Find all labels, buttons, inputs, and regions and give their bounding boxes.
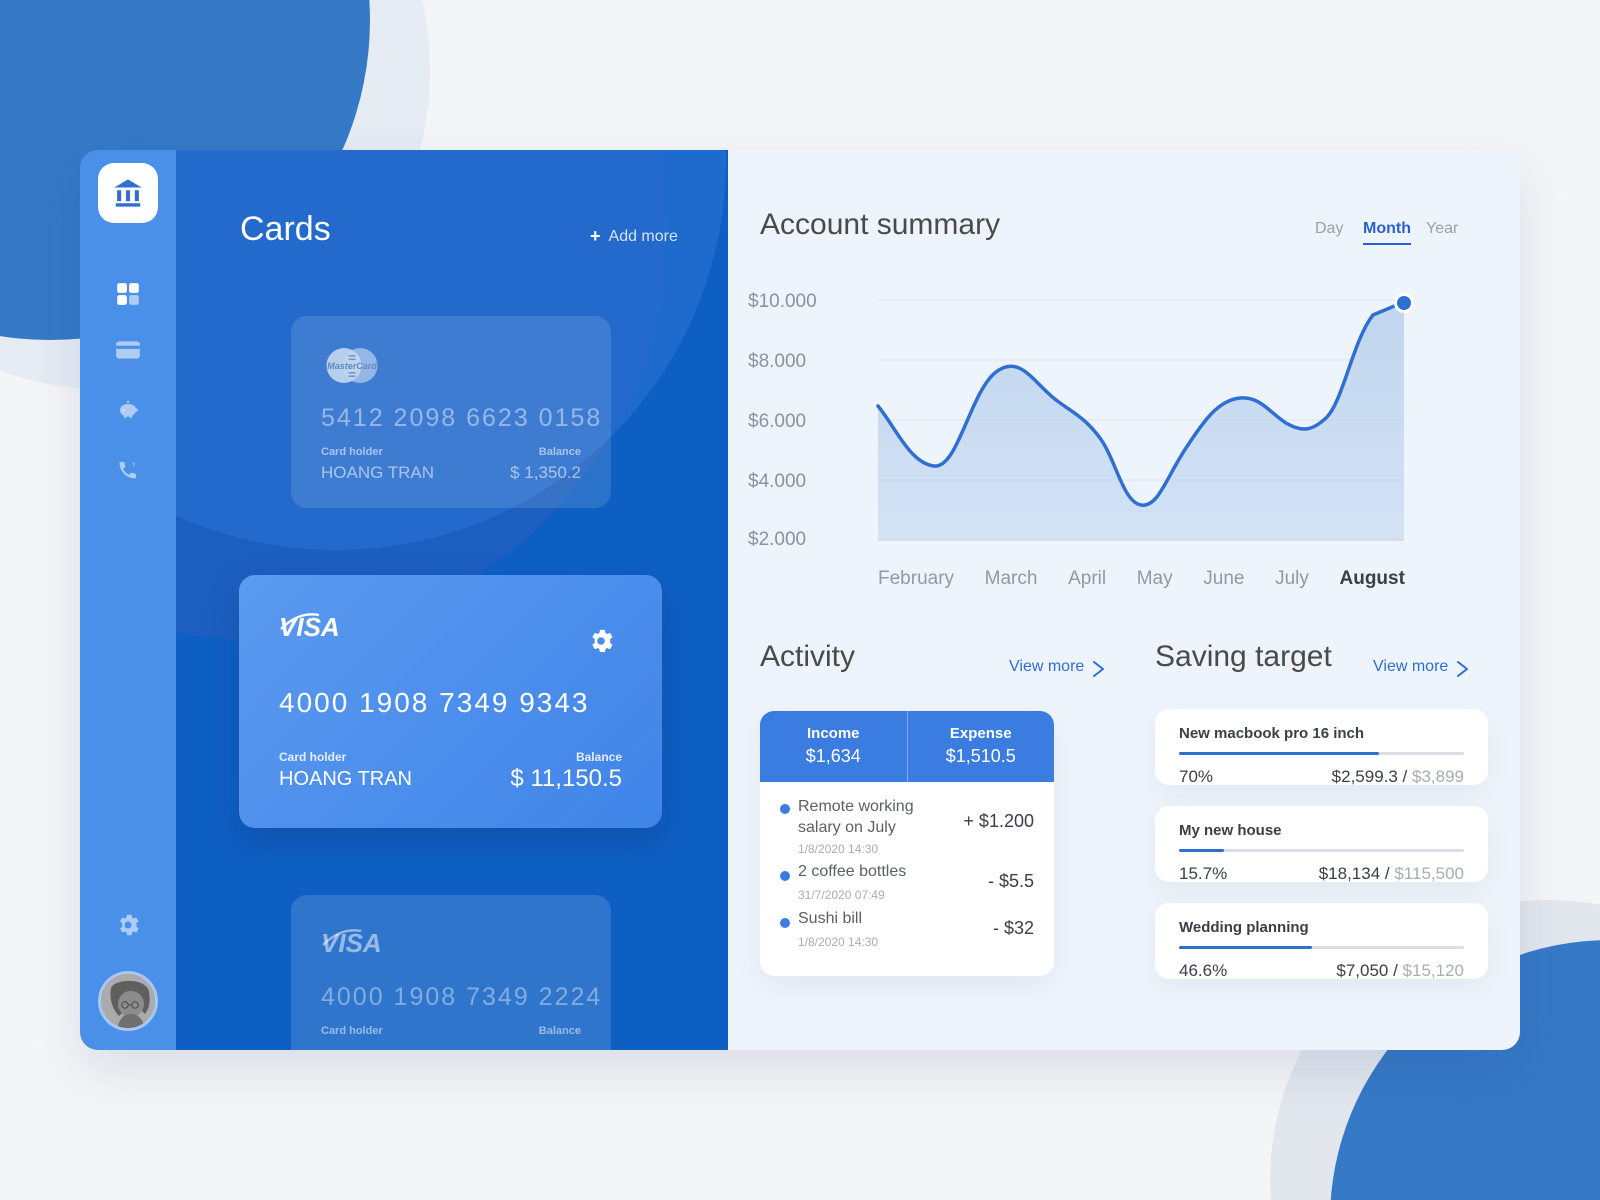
svg-text:VISA: VISA xyxy=(321,928,382,955)
svg-text:VISA: VISA xyxy=(279,612,340,639)
svg-text:MasterCard: MasterCard xyxy=(327,361,377,371)
